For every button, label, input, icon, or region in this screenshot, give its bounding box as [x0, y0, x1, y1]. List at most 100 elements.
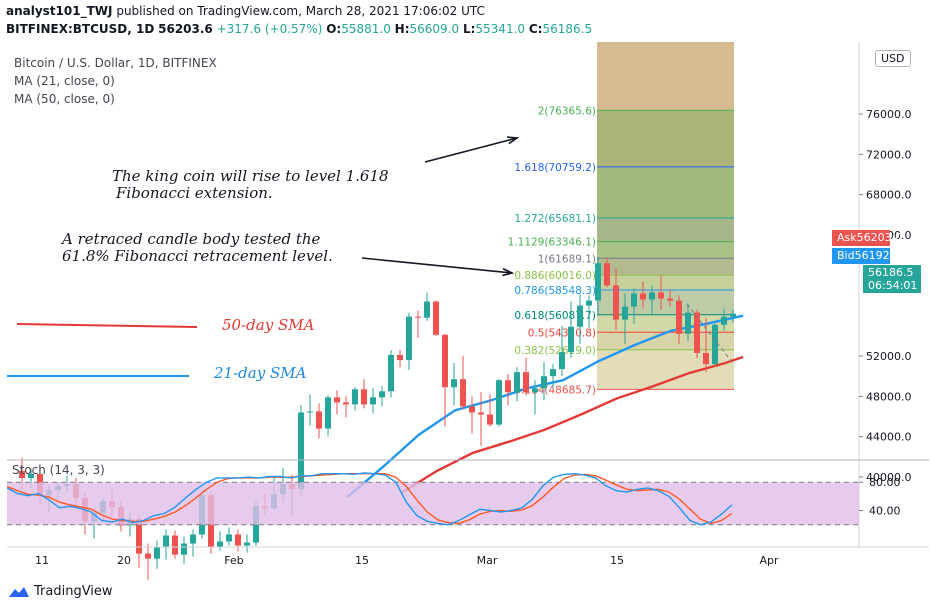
- projection-dashed-line: [686, 303, 733, 363]
- candle-body: [694, 312, 700, 353]
- fib-level-label: 0.786(58548.3): [514, 285, 596, 297]
- candle-body: [181, 543, 187, 555]
- legend-ma21: MA (21, close, 0): [14, 74, 115, 88]
- candle-body: [676, 300, 682, 334]
- candle-body: [298, 412, 304, 490]
- price-tick-label: 44000.0: [866, 431, 912, 444]
- stoch-legend: Stoch (14, 3, 3): [12, 463, 105, 477]
- ma50-line: [400, 355, 744, 495]
- candle-body: [712, 324, 718, 365]
- candle-body: [424, 301, 430, 318]
- candle-body: [451, 379, 457, 388]
- open-value: 55881.0: [341, 22, 391, 36]
- tradingview-brand: TradingView: [34, 584, 113, 599]
- tradingview-icon: [9, 586, 29, 597]
- fib-zone: [597, 241, 734, 259]
- candle-body: [640, 293, 646, 300]
- low-label: L:: [462, 22, 476, 36]
- candle-body: [595, 263, 601, 301]
- candle-body: [352, 389, 358, 405]
- currency-badge[interactable]: USD: [875, 50, 911, 67]
- fib-zone: [597, 218, 734, 242]
- candle-body: [550, 369, 556, 377]
- retrace-note-line1: A retraced candle body tested the: [62, 230, 321, 248]
- high-label: H:: [394, 22, 410, 36]
- candle-body: [613, 285, 619, 320]
- candle-body: [406, 316, 412, 361]
- price-tick-label: 48000.0: [866, 390, 912, 403]
- tradingview-logo[interactable]: TradingView: [8, 584, 113, 599]
- price-tick-label: 76000.0: [866, 108, 912, 121]
- time-tick-label: 15: [355, 554, 369, 567]
- bid-value: 56192.0: [854, 249, 901, 262]
- candle-body: [145, 553, 151, 559]
- candle-body: [541, 376, 547, 389]
- price-change: +317.6 (+0.57%): [216, 22, 323, 36]
- candle-body: [568, 326, 574, 352]
- candle-body: [154, 547, 160, 559]
- candle-body: [505, 380, 511, 393]
- fib-level-label: 1(61689.1): [538, 253, 596, 265]
- candle-body: [469, 406, 475, 413]
- fib-level-label: 1.1129(63346.1): [508, 237, 596, 249]
- extension-arrow: [424, 137, 518, 163]
- published-text: published on TradingView.com, March 28, …: [116, 4, 485, 18]
- king-coin-note: The king coin will rise to level 1.618 F…: [112, 168, 389, 202]
- ask-value: 56203.0: [856, 231, 903, 244]
- fib-level-label: 0.382(52619.0): [514, 345, 596, 357]
- candle-body: [361, 389, 367, 405]
- candle-body: [577, 305, 583, 327]
- publish-header: analyst101_TWJ published on TradingView.…: [0, 0, 931, 42]
- sma21-label: 21-day SMA: [214, 364, 307, 382]
- candle-body: [334, 397, 340, 403]
- candle-body: [325, 397, 331, 429]
- publisher-name[interactable]: analyst101_TWJ: [6, 4, 113, 18]
- price-chart[interactable]: 2(76365.6) 1.618(70759.2) 1.272(65681.1) 1.…: [7, 42, 929, 582]
- candle-body: [316, 411, 322, 429]
- candle-body: [379, 391, 385, 398]
- stoch-tick-label: 80.00: [869, 476, 901, 489]
- close-label: C:: [528, 22, 543, 36]
- low-value: 55341.0: [475, 22, 526, 36]
- candle-body: [523, 372, 529, 393]
- candle-body: [649, 292, 655, 300]
- legend-ma50: MA (50, close, 0): [14, 92, 115, 106]
- stoch-tick-label: 40.00: [869, 505, 901, 518]
- ask-tag: Ask 56203.0: [832, 230, 902, 246]
- time-tick-label: Feb: [224, 554, 243, 567]
- king-coin-note-line1: The king coin will rise to level 1.618: [112, 167, 389, 185]
- candle-body: [415, 316, 421, 318]
- retrace-arrow: [361, 257, 513, 274]
- candle-body: [658, 292, 664, 299]
- extension-arrow-head: [506, 136, 520, 145]
- candle-body: [307, 411, 313, 413]
- footer: [0, 580, 931, 611]
- close-value: 56186.5: [542, 22, 593, 36]
- candle-body: [190, 534, 196, 544]
- candle-body: [685, 312, 691, 334]
- candle-body: [388, 354, 394, 392]
- candle-body: [136, 519, 142, 554]
- candle-body: [496, 380, 502, 425]
- price-axis: 76000.072000.068000.064000.052000.048000…: [858, 42, 912, 547]
- fib-level-label: 0.886(60016.0): [514, 270, 596, 282]
- candle-body: [343, 402, 349, 405]
- bar-countdown: 06:54:01: [868, 279, 918, 292]
- candle-body: [370, 397, 376, 405]
- fib-level-label: 2(76365.6): [538, 105, 596, 117]
- legend-title: Bitcoin / U.S. Dollar, 1D, BITFINEX: [14, 56, 217, 70]
- bid-label: Bid: [837, 249, 855, 262]
- fib-zone: [597, 166, 734, 219]
- stoch-band: [7, 482, 859, 525]
- candle-body: [226, 534, 232, 542]
- fib-level-label: 0.618(56087.7): [514, 310, 596, 322]
- open-label: O:: [326, 22, 342, 36]
- stoch-k-line: [7, 472, 733, 526]
- time-tick-label: Mar: [477, 554, 498, 567]
- candle-body: [244, 542, 250, 546]
- king-coin-note-line2: Fibonacci extension.: [116, 184, 273, 202]
- time-tick-label: 15: [610, 554, 624, 567]
- candle-body: [217, 541, 223, 547]
- fib-zone-top: [597, 42, 734, 111]
- fib-zone: [597, 275, 734, 290]
